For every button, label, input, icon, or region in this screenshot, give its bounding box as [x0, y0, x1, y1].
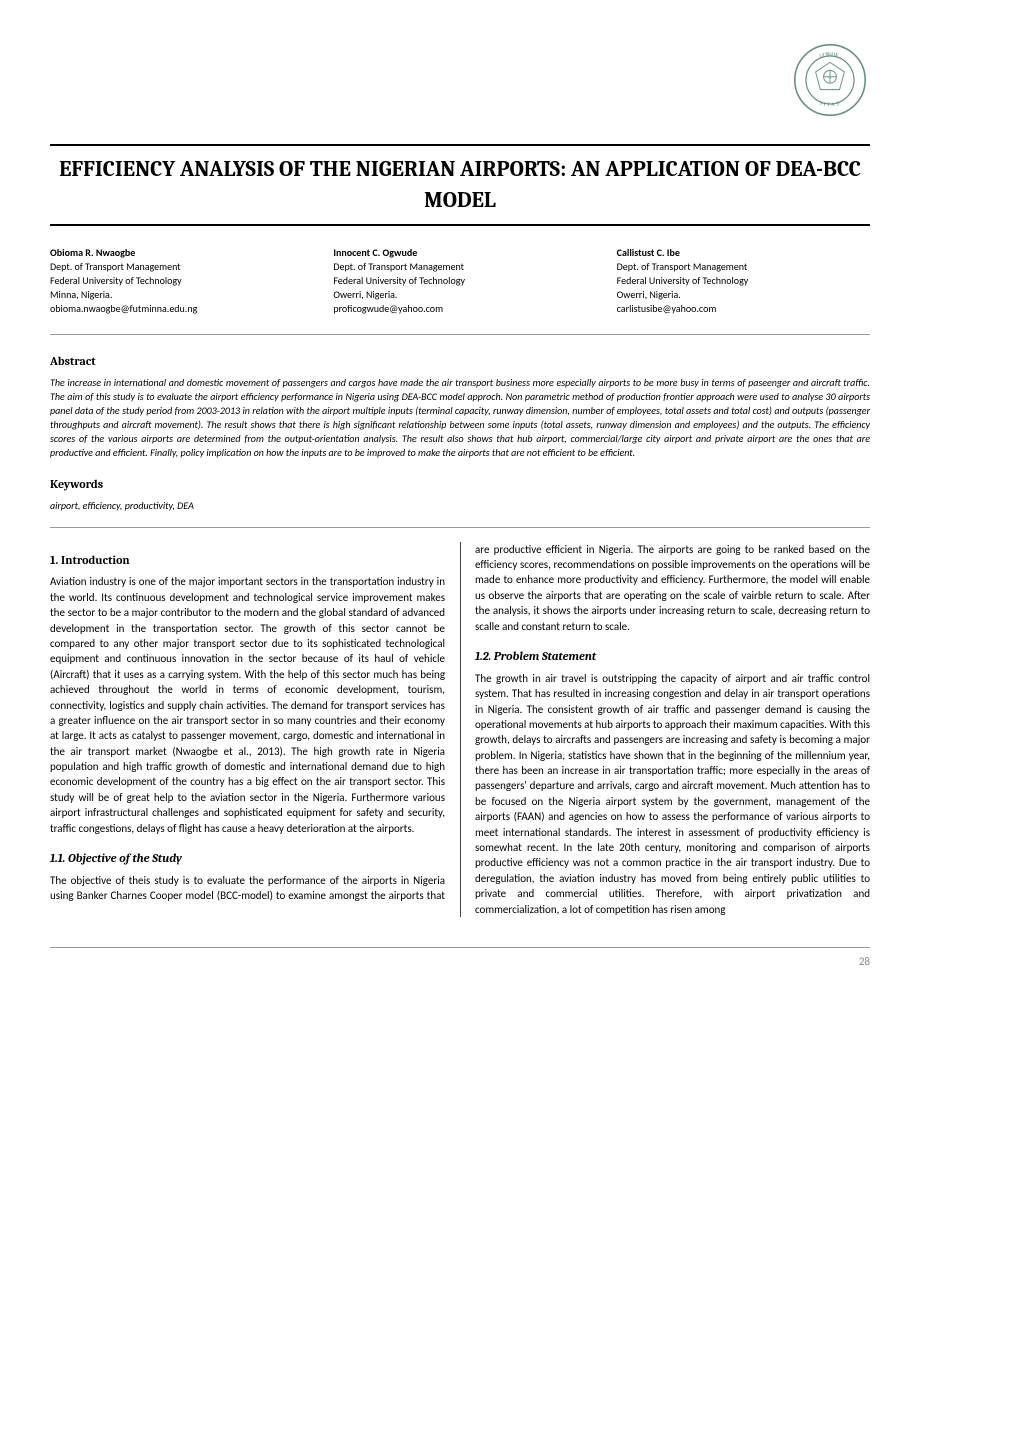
- svg-text:UNIV: UNIV: [819, 52, 841, 60]
- author-name: Innocent C. Ogwude: [333, 246, 586, 260]
- page-footer: 28: [50, 947, 870, 969]
- body-paragraph: Aviation industry is one of the major im…: [50, 574, 445, 836]
- separator: [50, 334, 870, 335]
- separator: [50, 527, 870, 528]
- author-affil: Federal University of Technology: [333, 274, 465, 287]
- author-affil: Dept. of Transport Management: [50, 260, 181, 273]
- section-heading-intro: 1. Introduction: [50, 552, 445, 569]
- author-email: proficogwude@yahoo.com: [333, 302, 443, 315]
- logo-container: UNIV UNIV SITAS: [50, 40, 870, 124]
- authors-row: Obioma R. Nwaogbe Dept. of Transport Man…: [50, 246, 870, 316]
- keywords-text: airport, efficiency, productivity, DEA: [50, 499, 870, 513]
- svg-text:SITAS: SITAS: [818, 100, 842, 108]
- abstract-text: The increase in international and domest…: [50, 376, 870, 460]
- author-email: obioma.nwaogbe@futminna.edu.ng: [50, 302, 197, 315]
- author-name: Callistust C. Ibe: [617, 246, 870, 260]
- author-block: Obioma R. Nwaogbe Dept. of Transport Man…: [50, 246, 303, 316]
- author-affil: Dept. of Transport Management: [617, 260, 748, 273]
- abstract-heading: Abstract: [50, 353, 870, 370]
- page-number: 28: [859, 955, 870, 968]
- author-affil: Dept. of Transport Management: [333, 260, 464, 273]
- author-block: Innocent C. Ogwude Dept. of Transport Ma…: [333, 246, 586, 316]
- author-block: Callistust C. Ibe Dept. of Transport Man…: [617, 246, 870, 316]
- section-heading-objective: 1.1. Objective of the Study: [50, 850, 445, 867]
- author-affil: Minna, Nigeria.: [50, 288, 112, 301]
- author-affil: Owerri, Nigeria.: [333, 288, 397, 301]
- keywords-heading: Keywords: [50, 476, 870, 493]
- body-columns: 1. Introduction Aviation industry is one…: [50, 542, 870, 917]
- university-seal-logo: UNIV UNIV SITAS: [790, 40, 870, 120]
- body-paragraph: The growth in air travel is outstripping…: [475, 671, 870, 917]
- section-heading-problem: 1.2. Problem Statement: [475, 648, 870, 665]
- title-rule-bottom: [50, 224, 870, 226]
- author-affil: Owerri, Nigeria.: [617, 288, 681, 301]
- author-affil: Federal University of Technology: [50, 274, 182, 287]
- author-name: Obioma R. Nwaogbe: [50, 246, 303, 260]
- paper-title: EFFICIENCY ANALYSIS OF THE NIGERIAN AIRP…: [50, 146, 870, 224]
- author-email: carlistusibe@yahoo.com: [617, 302, 717, 315]
- author-affil: Federal University of Technology: [617, 274, 749, 287]
